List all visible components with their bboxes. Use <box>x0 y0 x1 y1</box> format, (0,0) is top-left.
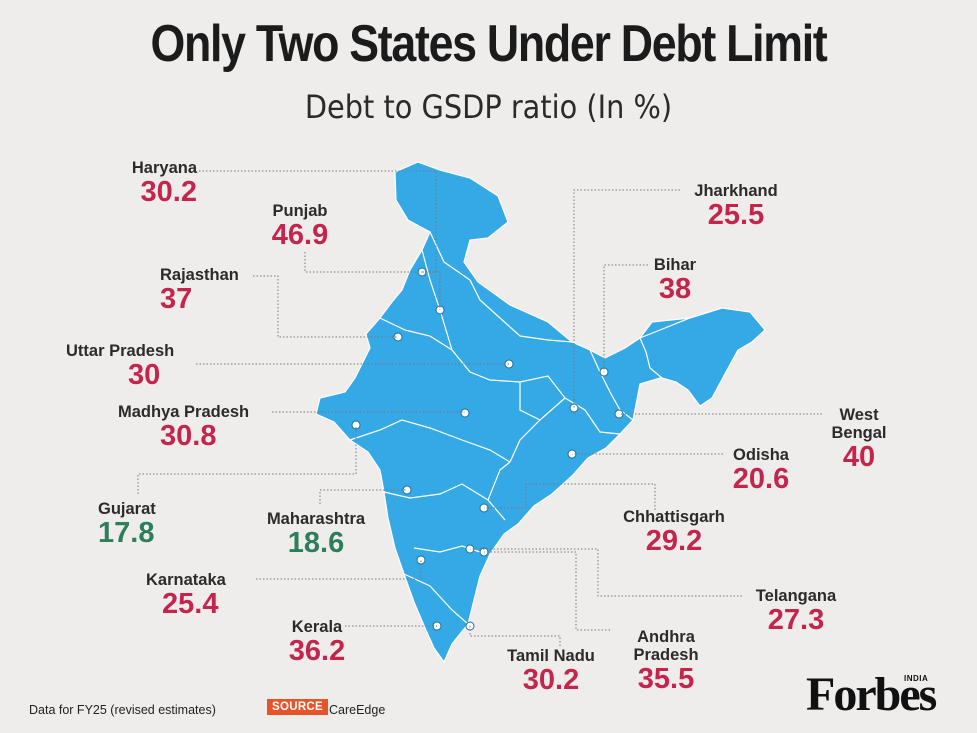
label-jharkhand: Jharkhand 25.5 <box>684 182 788 230</box>
label-tamil-nadu: Tamil Nadu 30.2 <box>496 647 606 695</box>
label-kerala: Kerala 36.2 <box>278 618 356 666</box>
state-value: 40 <box>842 441 876 473</box>
state-name: Chhattisgarh <box>623 508 725 526</box>
state-value: 18.6 <box>287 527 345 559</box>
leader-haryana <box>199 170 437 273</box>
state-value: 30.2 <box>140 176 197 208</box>
marker-karnataka <box>416 555 426 565</box>
state-value: 25.5 <box>707 199 765 231</box>
state-name-line-1: West <box>839 406 879 424</box>
label-west-bengal: West Bengal 40 <box>822 406 896 472</box>
leader-bihar <box>603 264 648 372</box>
state-name-line-2: Bengal <box>831 424 887 442</box>
state-name: Jharkhand <box>694 182 778 200</box>
chart-title: Only Two States Under Debt Limit <box>150 15 828 73</box>
marker-west-bengal <box>614 409 624 419</box>
state-name: Gujarat <box>98 500 156 518</box>
label-uttar-pradesh: Uttar Pradesh 30 <box>66 342 174 390</box>
label-andhra-pradesh: Andhra Pradesh 35.5 <box>626 628 706 694</box>
leader-karnataka <box>256 560 422 580</box>
state-name: Maharashtra <box>266 510 366 528</box>
label-karnataka: Karnataka 25.4 <box>146 571 226 619</box>
leader-tamil-nadu <box>469 626 561 646</box>
state-name-line-2: Pradesh <box>633 646 699 664</box>
label-telangana: Telangana 27.3 <box>744 587 848 635</box>
leader-andhra-pradesh <box>484 551 610 631</box>
leader-chhattisgarh <box>484 483 656 510</box>
leader-jharkhand <box>573 189 680 408</box>
leader-maharashtra <box>319 489 407 504</box>
marker-gujarat <box>351 420 361 430</box>
state-value: 20.6 <box>732 463 790 495</box>
source-name: CareEdge <box>329 703 386 717</box>
state-value: 27.3 <box>767 604 825 636</box>
state-value: 36.2 <box>288 635 346 667</box>
state-value: 25.4 <box>162 588 219 620</box>
label-odisha: Odisha 20.6 <box>722 446 800 494</box>
state-value: 37 <box>160 283 193 315</box>
label-rajasthan: Rajasthan 37 <box>160 266 239 314</box>
india-mainland-shape <box>315 161 766 664</box>
state-value: 30.8 <box>160 420 217 452</box>
state-name: Uttar Pradesh <box>66 342 175 360</box>
state-name: Kerala <box>291 618 343 636</box>
state-value: 35.5 <box>637 663 695 695</box>
state-name: Karnataka <box>146 571 226 589</box>
state-name: Haryana <box>131 159 197 177</box>
state-name: Punjab <box>272 202 328 220</box>
state-name: Rajasthan <box>160 266 239 284</box>
logo-edition: INDIA <box>904 674 929 683</box>
state-name: Madhya Pradesh <box>118 403 250 421</box>
label-bihar: Bihar 38 <box>650 256 700 304</box>
chart-subtitle: Debt to GSDP ratio (In %) <box>304 88 673 126</box>
state-value: 46.9 <box>271 219 329 251</box>
state-name-line-1: Andhra <box>637 628 695 646</box>
state-value: 17.8 <box>98 517 155 549</box>
state-name: Odisha <box>733 446 789 464</box>
label-madhya-pradesh: Madhya Pradesh 30.8 <box>118 403 249 451</box>
state-borders <box>349 231 634 625</box>
forbes-logo: Forbes <box>806 668 937 721</box>
state-name: Telangana <box>755 587 837 605</box>
northeast-shape <box>639 307 766 407</box>
leader-punjab <box>304 252 441 310</box>
state-name: Tamil Nadu <box>507 647 595 665</box>
label-chhattisgarh: Chhattisgarh 29.2 <box>610 508 738 556</box>
marker-rajasthan <box>393 332 403 342</box>
state-value: 30.2 <box>522 664 580 696</box>
state-value: 29.2 <box>645 525 703 557</box>
state-value: 30 <box>128 359 161 391</box>
label-haryana: Haryana 30.2 <box>100 159 197 207</box>
marker-maharashtra <box>402 485 412 495</box>
state-value: 38 <box>658 273 692 305</box>
data-note: Data for FY25 (revised estimates) <box>29 703 216 717</box>
source-tag: SOURCE <box>267 699 329 715</box>
marker-madhya-pradesh <box>460 408 470 418</box>
marker-jharkhand <box>569 403 579 413</box>
leader-gujarat <box>137 425 357 494</box>
label-maharashtra: Maharashtra 18.6 <box>254 510 378 558</box>
label-punjab: Punjab 46.9 <box>252 202 348 250</box>
state-name: Bihar <box>653 256 697 274</box>
leader-lines <box>137 170 822 646</box>
label-gujarat: Gujarat 17.8 <box>98 500 156 548</box>
